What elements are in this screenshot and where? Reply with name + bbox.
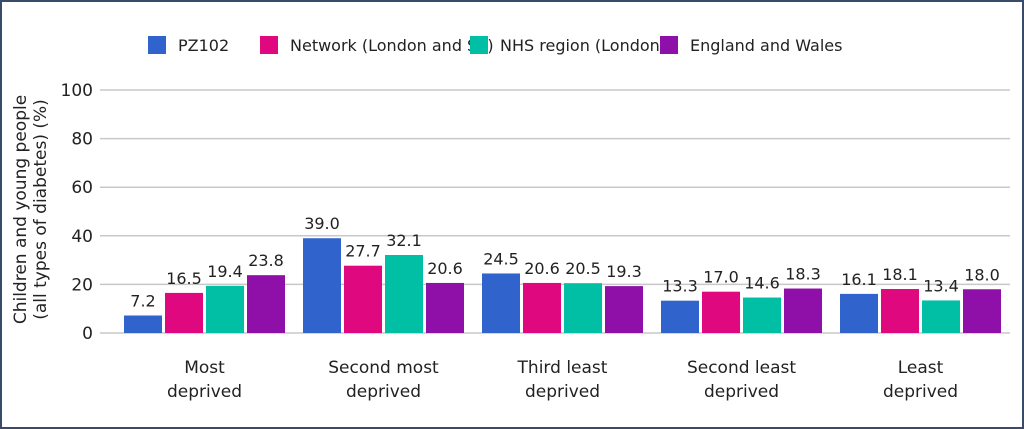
x-tick-label: deprived xyxy=(883,382,958,402)
bar xyxy=(784,288,822,333)
y-tick-label: 20 xyxy=(71,275,93,295)
bar xyxy=(385,254,423,333)
data-label: 19.4 xyxy=(207,262,243,281)
legend-item: NHS region (London) xyxy=(470,36,666,55)
bar xyxy=(922,300,960,333)
legend-item: PZ102 xyxy=(148,36,229,55)
y-tick-label: 80 xyxy=(71,130,93,150)
data-label: 16.1 xyxy=(841,270,877,289)
bar xyxy=(303,238,341,333)
legend: PZ102 Network (London and SE) NHS region (… xyxy=(148,36,842,55)
bar xyxy=(426,282,464,333)
y-axis-title-line: Children and young people xyxy=(11,95,31,324)
legend-item: Network (London and SE) xyxy=(260,36,494,55)
data-labels: 7.2 16.5 19.4 23.8 39.0 27.7 32.1 20.6 24.5 20.6 2… xyxy=(130,214,1000,310)
data-label: 20.6 xyxy=(524,259,560,278)
data-label: 16.5 xyxy=(166,269,202,288)
data-label: 18.1 xyxy=(882,265,918,284)
bar xyxy=(661,300,699,333)
x-tick-label: Second least xyxy=(687,358,796,378)
bar xyxy=(963,289,1001,333)
bar xyxy=(523,282,561,333)
bar xyxy=(165,292,203,333)
x-tick-label: Second most xyxy=(328,358,439,378)
data-label: 18.3 xyxy=(785,265,821,284)
legend-item: England and Wales xyxy=(660,36,842,55)
legend-label: Network (London and SE) xyxy=(290,36,494,55)
x-tick-label: deprived xyxy=(704,382,779,402)
legend-swatch xyxy=(660,36,678,54)
data-label: 24.5 xyxy=(483,249,519,268)
data-label: 13.3 xyxy=(662,277,698,296)
data-label: 20.5 xyxy=(565,259,601,278)
x-axis-labels: Most deprived Second most deprived Third lea… xyxy=(167,358,958,402)
bars xyxy=(124,238,1001,333)
data-label: 32.1 xyxy=(386,231,422,250)
data-label: 20.6 xyxy=(427,259,463,278)
bar xyxy=(564,283,602,333)
x-tick-label: Least xyxy=(898,358,944,378)
bar xyxy=(482,273,520,333)
y-axis-title-line: (all types of diabetes) (%) xyxy=(31,99,51,320)
data-label: 13.4 xyxy=(923,276,959,295)
bar xyxy=(247,275,285,333)
data-label: 23.8 xyxy=(248,251,284,270)
bar xyxy=(344,265,382,333)
x-tick-label: Most xyxy=(184,358,225,378)
y-tick-label: 40 xyxy=(71,227,93,247)
x-tick-label: deprived xyxy=(167,382,242,402)
bar xyxy=(840,293,878,333)
data-label: 19.3 xyxy=(606,262,642,281)
y-axis-title: Children and young people (all types of d… xyxy=(11,95,51,324)
y-tick-label: 60 xyxy=(71,178,93,198)
data-label: 27.7 xyxy=(345,242,381,261)
x-tick-label: deprived xyxy=(525,382,600,402)
y-tick-label: 0 xyxy=(82,324,93,344)
bar xyxy=(743,297,781,333)
bar xyxy=(881,289,919,333)
legend-swatch xyxy=(260,36,278,54)
legend-swatch xyxy=(470,36,488,54)
bar xyxy=(124,315,162,333)
bar xyxy=(605,286,643,333)
data-label: 14.6 xyxy=(744,274,780,293)
y-axis-ticks: 0 20 40 60 80 100 xyxy=(61,81,93,344)
legend-label: England and Wales xyxy=(690,36,842,55)
bar xyxy=(702,291,740,333)
data-label: 17.0 xyxy=(703,268,739,287)
legend-label: NHS region (London) xyxy=(500,36,666,55)
data-label: 18.0 xyxy=(964,265,1000,284)
x-tick-label: Third least xyxy=(517,358,608,378)
legend-label: PZ102 xyxy=(178,36,229,55)
bar xyxy=(206,285,244,333)
legend-swatch xyxy=(148,36,166,54)
x-tick-label: deprived xyxy=(346,382,421,402)
data-label: 7.2 xyxy=(130,292,155,311)
y-tick-label: 100 xyxy=(61,81,93,101)
data-label: 39.0 xyxy=(304,214,340,233)
